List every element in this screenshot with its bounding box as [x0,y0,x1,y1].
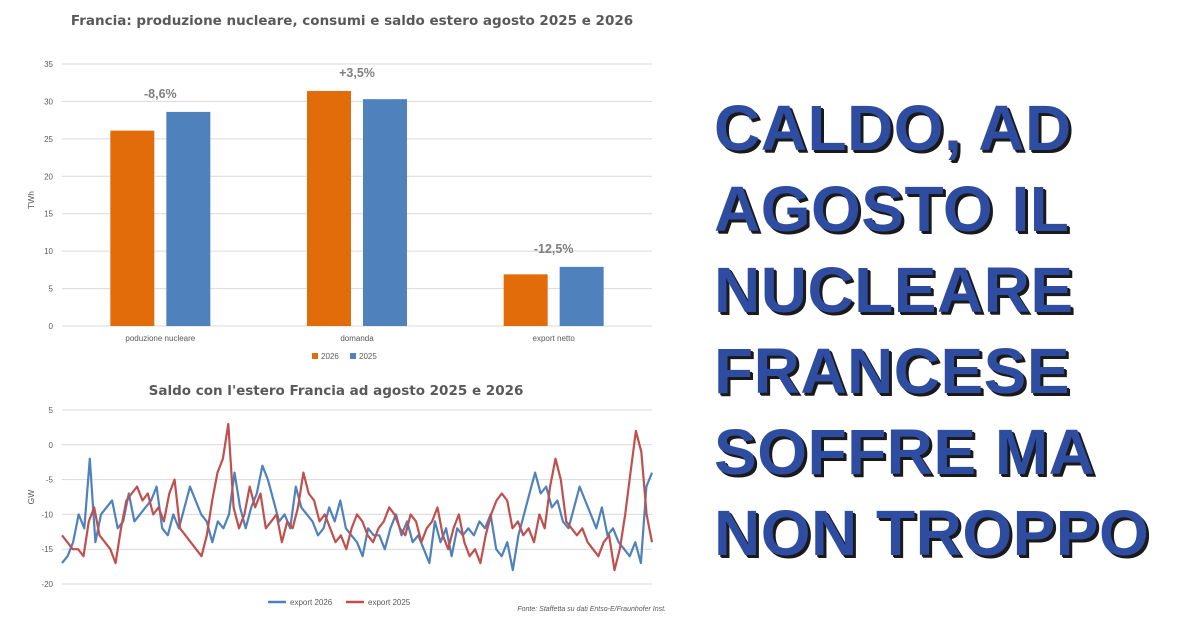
bar [166,111,211,326]
bar-chart-bars [110,90,604,326]
line-chart-y-label: GW [26,490,36,505]
bar [363,99,407,326]
headline-line: AGOSTO IL [714,173,1070,245]
y-tick-label: 15 [44,210,53,219]
y-tick-label: 0 [49,441,54,450]
bar-chart-gridlines [62,63,652,327]
series-line [61,422,654,572]
headline-line: NUCLEARE [714,254,1074,326]
percent-change-label: -12,5% [534,242,574,256]
y-tick-label: 25 [44,135,53,144]
y-tick-label: -20 [41,580,53,589]
headline: CALDO, AD AGOSTO IL NUCLEARE FRANCESE SO… [714,88,1194,574]
y-tick-label: 5 [49,406,54,415]
y-tick-label: 0 [49,322,54,331]
y-tick-label: 10 [44,247,53,256]
percent-change-label: -8,6% [144,87,177,101]
headline-line: NON TROPPO [714,497,1150,569]
bar [307,90,351,326]
legend-label: export 2025 [368,598,411,607]
bar [559,266,604,326]
y-tick-label: -15 [41,545,53,554]
bar-chart-annotations: -8,6% +3,5% -12,5% [144,66,573,256]
y-tick-label: 20 [44,172,53,181]
y-tick-label: 30 [44,97,53,106]
bar-chart-x-ticks: poduzione nucleare domanda export netto [125,334,575,343]
x-tick-label: poduzione nucleare [125,334,195,343]
y-tick-label: -5 [46,476,54,485]
bar-chart-title: Francia: produzione nucleare, consumi e … [71,13,633,29]
y-tick-label: -10 [41,510,53,519]
x-tick-label: export netto [533,334,576,343]
bar [110,130,155,326]
bar-chart-y-ticks: 0 5 10 15 20 25 30 35 [44,60,53,331]
legend-swatch [312,353,318,359]
line-chart: Saldo con l'estero Francia ad agosto 202… [26,383,666,613]
y-tick-label: 5 [49,285,54,294]
y-tick-label: 35 [44,60,53,69]
headline-line: CALDO, AD [714,92,1072,164]
legend-label: 2026 [321,352,339,361]
bar-chart-y-label: TWh [26,191,36,209]
bar [503,274,548,326]
line-chart-legend: export 2026 export 2025 [268,598,411,607]
headline-line: SOFFRE MA [714,416,1096,488]
bar-chart-legend: 2026 2025 [312,352,377,361]
legend-label: export 2026 [290,598,333,607]
headline-line: FRANCESE [714,335,1071,407]
line-chart-y-ticks: -20 -15 -10 -5 0 5 [41,406,53,589]
line-chart-title: Saldo con l'estero Francia ad agosto 202… [149,383,524,399]
bar-chart: Francia: produzione nucleare, consumi e … [26,13,652,361]
legend-swatch [350,353,356,359]
source-note: Fonte: Staffetta su dati Entso-E/Fraunho… [517,606,666,613]
x-tick-label: domanda [340,334,374,343]
legend-label: 2025 [359,352,377,361]
line-chart-series [61,422,654,572]
percent-change-label: +3,5% [339,66,375,80]
